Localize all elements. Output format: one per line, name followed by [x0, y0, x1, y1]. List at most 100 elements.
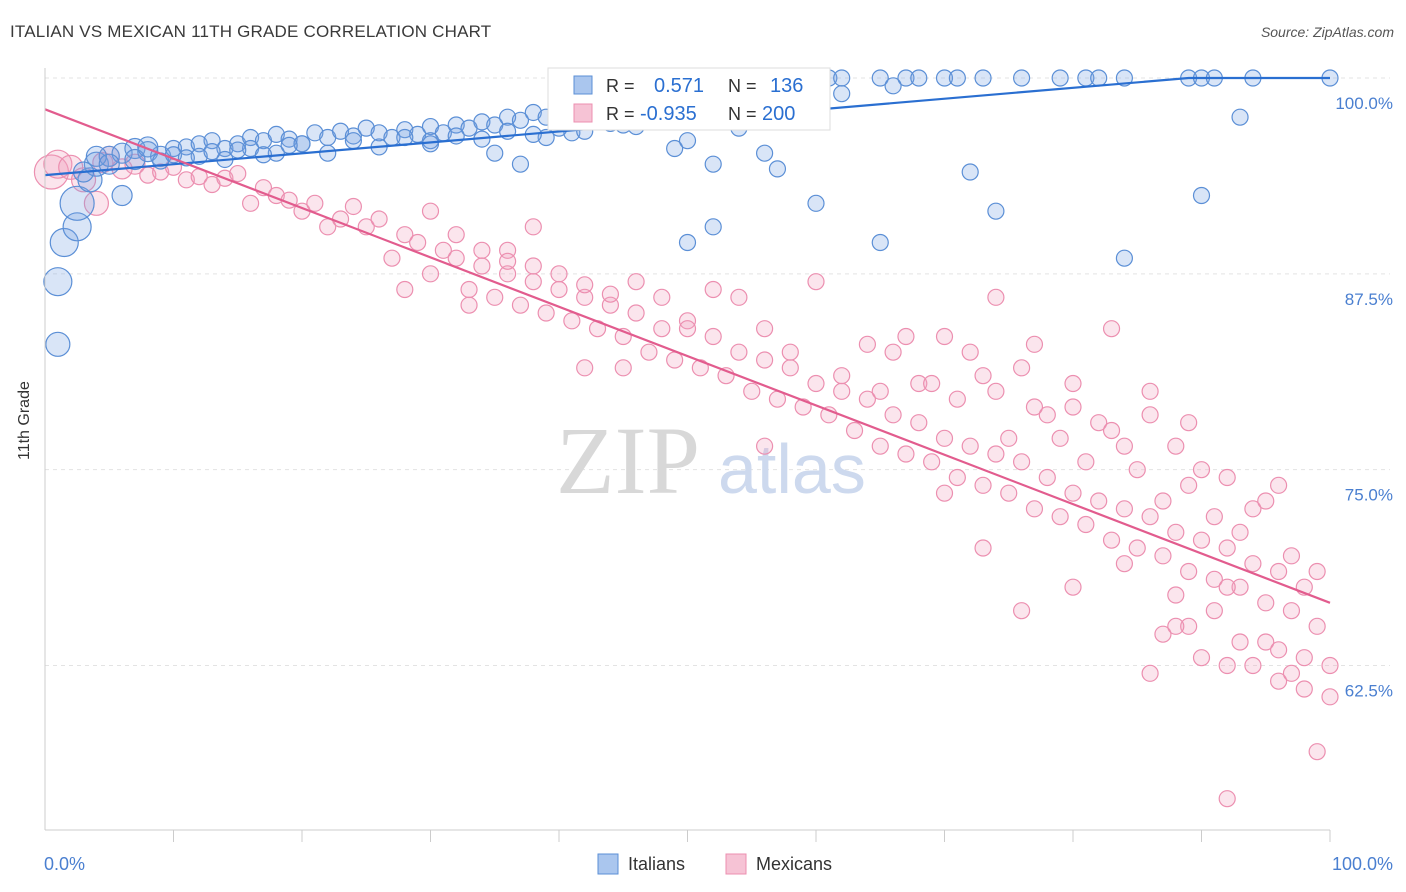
mexicans-point	[691, 359, 709, 377]
mexicans-point	[1244, 500, 1262, 518]
mexicans-point	[421, 265, 440, 283]
italians-point	[370, 124, 388, 142]
mexicans-point	[1038, 468, 1056, 487]
italians-point	[871, 233, 889, 252]
italians-point	[280, 130, 298, 148]
italians-point	[987, 202, 1005, 220]
mexicans-point	[409, 233, 427, 252]
legend-r-label: R =	[606, 104, 635, 124]
italians-point	[524, 103, 542, 122]
mexicans-point	[1257, 492, 1275, 510]
mexicans-point	[1231, 578, 1249, 596]
mexicans-point	[1000, 484, 1018, 502]
mexicans-point	[1282, 664, 1301, 682]
mexicans-point	[1180, 414, 1198, 432]
mexicans-point	[627, 273, 645, 291]
mexicans-point	[845, 421, 864, 440]
mexicans-point	[1115, 500, 1134, 518]
mexicans-point	[1038, 406, 1056, 424]
italians-point	[1115, 249, 1134, 267]
italians-point	[98, 145, 120, 167]
mexicans-point	[1269, 476, 1288, 494]
italians-point	[910, 69, 928, 87]
mexicans-point	[871, 437, 889, 455]
mexicans-point	[1321, 688, 1339, 706]
y-tick-label: 62.5%	[1345, 682, 1393, 701]
mexicans-point	[1205, 570, 1223, 588]
mexicans-point	[807, 273, 825, 291]
mexicans-point	[1282, 602, 1301, 620]
mexicans-point	[923, 453, 941, 471]
italians-point	[190, 147, 208, 165]
mexicans-point	[1128, 461, 1146, 479]
mexicans-point	[1218, 578, 1236, 596]
italians-point	[897, 69, 915, 87]
mexicans-point	[499, 252, 517, 270]
mexicans-point	[884, 406, 902, 424]
mexicans-point	[987, 382, 1005, 400]
mexicans-point	[974, 367, 992, 385]
mexicans-point	[743, 382, 761, 400]
mexicans-point	[1012, 359, 1031, 377]
italians-point	[1051, 69, 1069, 87]
legend-r-label: R =	[606, 76, 635, 96]
mexicans-point	[1321, 656, 1339, 675]
mexicans-point	[1141, 382, 1159, 400]
italians-point	[486, 144, 504, 162]
mexicans-point	[1192, 531, 1211, 549]
legend-n-label: N =	[728, 76, 757, 96]
mexicans-point	[511, 296, 530, 314]
mexicans-point	[640, 343, 658, 361]
italians-point	[871, 69, 889, 87]
mexicans-point	[987, 445, 1005, 463]
chart-title: ITALIAN VS MEXICAN 11TH GRADE CORRELATIO…	[10, 22, 492, 41]
mexicans-point	[730, 343, 748, 361]
mexicans-point	[1025, 398, 1044, 416]
y-tick-label: 100.0%	[1335, 94, 1393, 113]
italians-point	[254, 146, 273, 164]
italians-point	[357, 119, 375, 137]
mexicans-point	[935, 327, 954, 346]
italians-point	[961, 163, 979, 181]
italians-point	[1090, 69, 1108, 87]
mexicans-trend-line	[44, 108, 1331, 604]
italians-point	[62, 212, 92, 242]
mexicans-point	[1308, 562, 1326, 581]
italians-point	[704, 218, 722, 236]
italians-point	[59, 185, 95, 221]
mexicans-point	[653, 320, 671, 338]
italians-point	[935, 69, 954, 87]
legend-r-value-italians: 0.571	[654, 75, 704, 97]
mexicans-point	[1218, 656, 1236, 675]
mexicans-point	[499, 265, 517, 283]
italians-point	[499, 108, 517, 126]
mexicans-point	[550, 280, 568, 299]
italians-point	[203, 143, 221, 161]
mexicans-point	[935, 429, 954, 447]
italians-point	[344, 127, 362, 145]
italians-point	[49, 227, 79, 258]
italians-point	[1012, 69, 1031, 87]
italians-point	[511, 155, 530, 173]
mexicans-point	[1180, 476, 1198, 494]
legend-bottom-label-italians: Italians	[628, 854, 685, 874]
mexicans-point	[1115, 437, 1134, 455]
mexicans-point	[948, 390, 966, 408]
mexicans-point	[447, 226, 465, 244]
mexicans-point	[177, 171, 195, 189]
mexicans-point	[576, 276, 594, 294]
x-tick-label-min: 0.0%	[44, 854, 85, 874]
mexicans-point	[1090, 492, 1108, 510]
source-note: Source: ZipAtlas.com	[1260, 24, 1394, 40]
mexicans-point	[1154, 625, 1172, 643]
mexicans-point	[1257, 633, 1275, 651]
mexicans-point	[1000, 429, 1018, 447]
italians-point	[768, 160, 787, 178]
legend-bottom: Italians Mexicans	[597, 853, 832, 875]
mexicans-point	[1218, 790, 1236, 808]
mexicans-point	[460, 296, 478, 314]
italians-point	[280, 136, 298, 154]
mexicans-point	[1231, 523, 1249, 541]
mexicans-point	[730, 288, 748, 306]
mexicans-point	[1180, 617, 1198, 635]
